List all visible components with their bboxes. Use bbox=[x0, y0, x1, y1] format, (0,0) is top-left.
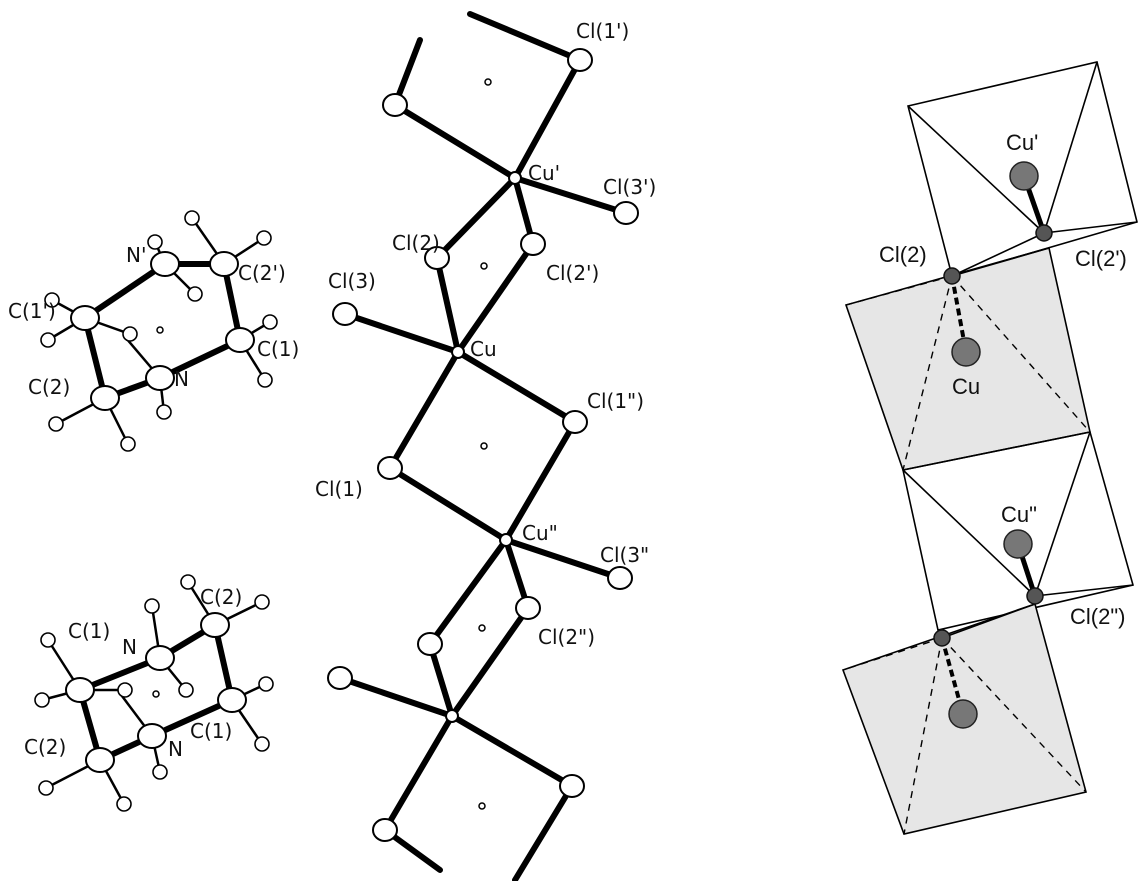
atom-cl2pp bbox=[515, 596, 541, 620]
label-c1: C(1) bbox=[68, 619, 110, 643]
label-cu: Cu bbox=[470, 337, 497, 361]
label-c1: C(1) bbox=[257, 337, 299, 361]
bond bbox=[157, 337, 243, 381]
atom-c2p bbox=[209, 251, 239, 277]
atom-n-prime bbox=[150, 251, 180, 277]
label-c2p: C(2') bbox=[238, 261, 286, 285]
label-cl2: Cl(2) bbox=[879, 242, 927, 267]
atom-cu bbox=[451, 345, 465, 359]
label-cl2p: Cl(2') bbox=[1075, 246, 1127, 271]
atom-cl1pp bbox=[562, 410, 588, 434]
cucl-chain: Cl(1') Cu' Cl(3') Cl(2) Cl(2') Cl(3) Cu … bbox=[315, 11, 656, 881]
atom-cu-prime bbox=[508, 171, 522, 185]
atom-cl2p bbox=[520, 232, 546, 256]
label-cu-doubleprime: Cu" bbox=[1001, 502, 1037, 527]
label-cl1p: Cl(1') bbox=[576, 19, 629, 43]
atom-cu-doubleprime bbox=[1003, 529, 1033, 559]
label-cu-prime: Cu' bbox=[1006, 130, 1038, 155]
atom-cl2 bbox=[943, 267, 961, 285]
atom-cl2p bbox=[1035, 224, 1053, 242]
label-cu-doubleprime: Cu" bbox=[522, 521, 558, 545]
label-cl3pp: Cl(3" bbox=[600, 543, 649, 567]
label-cl3: Cl(3) bbox=[328, 269, 376, 293]
atom-cl3p bbox=[613, 201, 639, 225]
label-cl2pp: Cl(2") bbox=[538, 625, 595, 649]
label-c1b: C(1) bbox=[190, 719, 232, 743]
label-c2: C(2) bbox=[28, 375, 70, 399]
atom-cu bbox=[951, 337, 981, 367]
atom-c1p bbox=[70, 305, 100, 331]
atom-cu-prime bbox=[1009, 161, 1039, 191]
label-n: N bbox=[122, 635, 137, 659]
bond bbox=[82, 261, 168, 321]
atom-n bbox=[145, 365, 175, 391]
molecule-top: C(1') N' C(2') C(1) C(2) N bbox=[8, 210, 299, 452]
hydrogen-atoms bbox=[40, 210, 278, 452]
atom-c1 bbox=[225, 327, 255, 353]
atom-c2 bbox=[90, 385, 120, 411]
atom-cu-doubleprime bbox=[499, 533, 513, 547]
label-cu-prime: Cu' bbox=[528, 161, 560, 185]
polyhedra-panel: Cu' Cl(2) Cl(2') Cu Cu" Cl(2") bbox=[841, 61, 1138, 835]
atom-cl1p bbox=[567, 48, 593, 72]
label-n-prime: N' bbox=[126, 243, 146, 267]
label-c2b: C(2) bbox=[24, 735, 66, 759]
bond bbox=[82, 315, 108, 401]
label-cl2: Cl(2) bbox=[392, 231, 440, 255]
label-cu: Cu bbox=[952, 374, 980, 399]
label-c1p: C(1') bbox=[8, 299, 56, 323]
hydrogen-atoms bbox=[34, 574, 274, 812]
label-cl3p: Cl(3') bbox=[603, 175, 656, 199]
inversion-center bbox=[152, 690, 160, 698]
atom-cl3 bbox=[332, 302, 358, 326]
label-cl2p: Cl(2') bbox=[546, 261, 599, 285]
atom-cl3pp bbox=[607, 566, 633, 590]
atom-cl2pp bbox=[1026, 587, 1044, 605]
label-cl1: Cl(1) bbox=[315, 477, 363, 501]
molecule-bottom: C(1) N C(2) C(2) N C(1) bbox=[24, 574, 274, 812]
label-nb: N bbox=[168, 737, 183, 761]
atom-cl1 bbox=[377, 456, 403, 480]
label-n: N bbox=[174, 367, 189, 391]
label-c2: C(2) bbox=[200, 585, 242, 609]
label-cl1pp: Cl(1") bbox=[587, 389, 644, 413]
atom-cl2 bbox=[424, 246, 450, 270]
label-cl2pp: Cl(2") bbox=[1070, 604, 1125, 629]
inversion-center bbox=[156, 326, 164, 334]
